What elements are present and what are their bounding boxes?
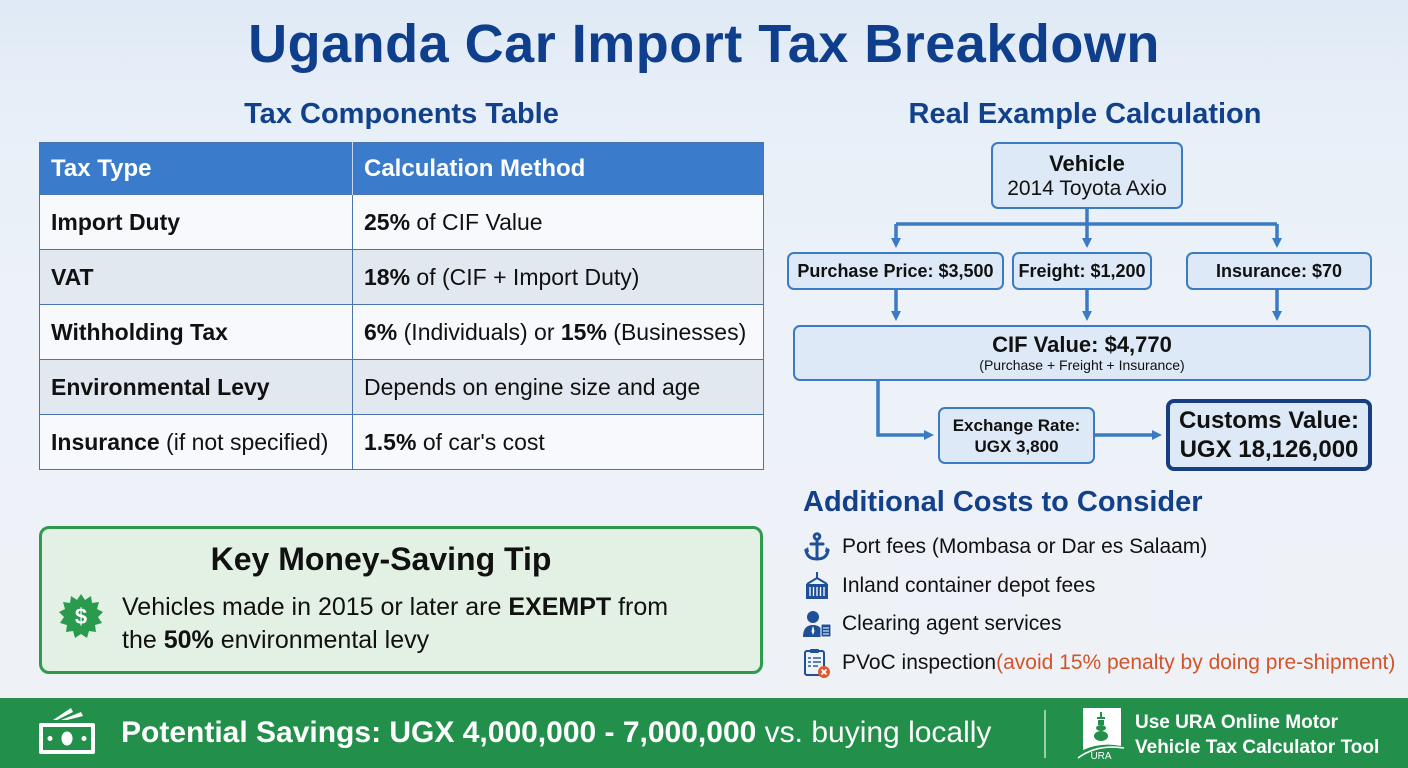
svg-text:URA: URA xyxy=(1090,751,1111,760)
vehicle-value: 2014 Toyota Axio xyxy=(1007,176,1167,200)
vehicle-label: Vehicle xyxy=(1049,150,1125,176)
table-header-row: Tax Type Calculation Method xyxy=(39,142,764,195)
list-item: PVoC inspection (avoid 15% penalty by do… xyxy=(800,644,1395,683)
agent-icon xyxy=(800,608,834,640)
list-item: Clearing agent services xyxy=(800,605,1395,644)
cost-warning-note: (avoid 15% penalty by doing pre-shipment… xyxy=(996,650,1396,674)
exchange-rate-value: UGX 3,800 xyxy=(974,436,1059,456)
tip-text-part: the xyxy=(122,626,164,654)
method-rate: 1.5% xyxy=(364,428,417,455)
method-text: of CIF Value xyxy=(410,208,543,235)
money-icon xyxy=(39,708,95,754)
tax-type-name: Import Duty xyxy=(51,208,181,235)
tax-type-name: Withholding Tax xyxy=(51,318,228,345)
customs-value-label: Customs Value: xyxy=(1178,407,1360,434)
customs-value-amount: UGX 18,126,000 xyxy=(1179,436,1359,463)
tip-emphasis: 50% xyxy=(163,626,214,654)
method-rate: 18% xyxy=(364,263,411,290)
tax-type-name: Environmental Levy xyxy=(51,373,270,400)
dollar-badge-icon: $ xyxy=(59,594,103,638)
tip-text-part: environmental levy xyxy=(213,626,430,654)
method-text: Depends on engine size and age xyxy=(364,373,701,400)
calculation-method-cell: Depends on engine size and age xyxy=(352,359,764,415)
tip-line-2: the 50% environmental levy xyxy=(122,624,668,657)
cost-text: PVoC inspection xyxy=(842,650,997,674)
method-text: of (CIF + Import Duty) xyxy=(410,263,640,290)
potential-savings-text: Potential Savings: UGX 4,000,000 - 7,000… xyxy=(121,716,991,750)
insurance-box: Insurance: $70 xyxy=(1186,252,1372,290)
ura-logo-icon: URA xyxy=(1077,708,1125,760)
method-rate: 6% xyxy=(364,318,398,345)
example-section-title: Real Example Calculation xyxy=(908,98,1262,130)
tip-title: Key Money-Saving Tip xyxy=(210,541,552,577)
tax-type-name: VAT xyxy=(51,263,94,290)
calculation-method-cell: 25% of CIF Value xyxy=(352,194,764,250)
table-row: Environmental Levy Depends on engine siz… xyxy=(39,359,764,415)
tax-components-table: Tax Type Calculation Method Import Duty … xyxy=(39,142,764,470)
tax-type-name: Insurance xyxy=(51,428,160,455)
page-title: Uganda Car Import Tax Breakdown xyxy=(248,14,1160,74)
tax-type-cell: Import Duty xyxy=(39,194,353,250)
ura-text-line-2: Vehicle Tax Calculator Tool xyxy=(1135,737,1380,758)
cost-text: Port fees (Mombasa or Dar es Salaam) xyxy=(842,535,1208,559)
vehicle-box: Vehicle 2014 Toyota Axio xyxy=(991,142,1183,209)
column-header-calculation-method: Calculation Method xyxy=(352,142,764,195)
svg-text:$: $ xyxy=(75,604,87,629)
method-text: of car's cost xyxy=(416,428,545,455)
container-icon xyxy=(800,570,834,602)
cif-formula: (Purchase + Freight + Insurance) xyxy=(979,357,1185,373)
tax-type-cell: Insurance (if not specified) xyxy=(39,414,353,470)
freight-box: Freight: $1,200 xyxy=(1012,252,1152,290)
column-header-tax-type: Tax Type xyxy=(39,142,353,195)
inspection-clipboard-icon xyxy=(800,647,834,679)
cost-text: Clearing agent services xyxy=(842,612,1062,636)
tip-text-part: from xyxy=(611,593,669,621)
anchor-icon xyxy=(800,531,834,563)
savings-comparison: vs. buying locally xyxy=(756,716,992,749)
tip-emphasis: EXEMPT xyxy=(508,593,612,621)
ura-text-line-1: Use URA Online Motor xyxy=(1135,712,1339,733)
calculation-method-cell: 18% of (CIF + Import Duty) xyxy=(352,249,764,305)
footer-divider xyxy=(1044,710,1046,758)
method-text-2: (Businesses) xyxy=(606,318,747,345)
tip-line-1: Vehicles made in 2015 or later are EXEMP… xyxy=(122,591,668,624)
tip-text-part: Vehicles made in 2015 or later are xyxy=(122,593,509,621)
exchange-rate-box: Exchange Rate: UGX 3,800 xyxy=(938,407,1095,464)
method-rate: 25% xyxy=(364,208,411,235)
table-row: Insurance (if not specified) 1.5% of car… xyxy=(39,414,764,470)
additional-costs-title: Additional Costs to Consider xyxy=(803,486,1203,518)
method-rate-2: 15% xyxy=(560,318,607,345)
tax-type-note: (if not specified) xyxy=(159,428,329,455)
footer-banner: Potential Savings: UGX 4,000,000 - 7,000… xyxy=(0,698,1408,768)
money-saving-tip-box: Key Money-Saving Tip $ Vehicles made in … xyxy=(39,526,763,674)
tip-text: Vehicles made in 2015 or later are EXEMP… xyxy=(122,591,668,657)
list-item: Port fees (Mombasa or Dar es Salaam) xyxy=(800,528,1395,567)
table-row: VAT 18% of (CIF + Import Duty) xyxy=(39,249,764,305)
calculation-method-cell: 1.5% of car's cost xyxy=(352,414,764,470)
method-text: (Individuals) or xyxy=(397,318,561,345)
savings-amount: Potential Savings: UGX 4,000,000 - 7,000… xyxy=(121,716,757,749)
calculation-method-cell: 6% (Individuals) or 15% (Businesses) xyxy=(352,304,764,360)
header: Uganda Car Import Tax Breakdown xyxy=(0,0,1408,88)
table-row: Import Duty 25% of CIF Value xyxy=(39,194,764,250)
tax-type-cell: VAT xyxy=(39,249,353,305)
cif-value-box: CIF Value: $4,770 (Purchase + Freight + … xyxy=(793,325,1371,381)
tax-type-cell: Environmental Levy xyxy=(39,359,353,415)
purchase-price-box: Purchase Price: $3,500 xyxy=(787,252,1004,290)
cost-text: Inland container depot fees xyxy=(842,573,1096,597)
cif-value: CIF Value: $4,770 xyxy=(992,332,1172,357)
table-section-title: Tax Components Table xyxy=(244,98,559,130)
additional-costs-list: Port fees (Mombasa or Dar es Salaam) Inl… xyxy=(800,528,1395,682)
list-item: Inland container depot fees xyxy=(800,567,1395,606)
customs-value-box: Customs Value: UGX 18,126,000 xyxy=(1166,399,1372,471)
exchange-rate-label: Exchange Rate: xyxy=(952,415,1081,435)
ura-calculator-link[interactable]: Use URA Online Motor Vehicle Tax Calcula… xyxy=(1135,710,1379,760)
table-row: Withholding Tax 6% (Individuals) or 15% … xyxy=(39,304,764,360)
tax-type-cell: Withholding Tax xyxy=(39,304,353,360)
